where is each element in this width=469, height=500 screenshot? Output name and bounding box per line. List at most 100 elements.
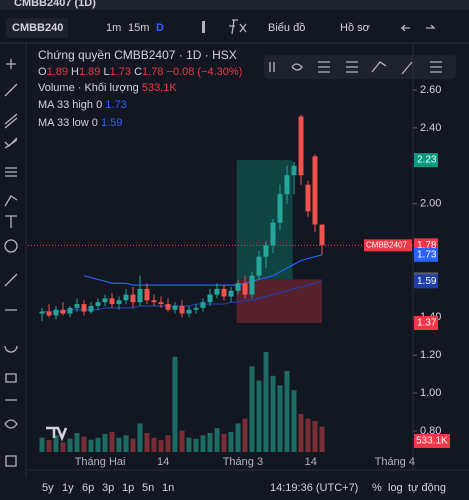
candle-body: [172, 305, 178, 310]
candle-body: [130, 294, 136, 303]
logo: [46, 426, 68, 442]
range-button[interactable]: 3p: [102, 482, 114, 494]
candle-body: [74, 304, 80, 308]
volume-bar: [312, 421, 318, 452]
legend-value: 533.1K: [142, 82, 178, 94]
candle-body: [235, 283, 241, 291]
x-tick-label: Tháng 3: [223, 456, 263, 468]
volume-bar: [144, 432, 150, 452]
volume-bar: [221, 433, 227, 452]
volume-bar: [235, 423, 241, 452]
fx-icon[interactable]: [229, 19, 247, 35]
legend-key: H: [71, 66, 79, 78]
candle-icon[interactable]: [202, 21, 205, 33]
candle-body: [242, 283, 248, 295]
legend-key: MA 33 low 0: [38, 117, 98, 129]
interval-active[interactable]: D: [156, 22, 164, 34]
volume-bar: [172, 356, 178, 452]
y-tick-label: 1.00: [420, 387, 441, 399]
price-badge: [414, 247, 438, 262]
volume-bar: [95, 437, 101, 452]
volume-bar: [207, 432, 213, 452]
legend-ohlc: O1.89 H1.89 L1.73 C1.78 −0.08 (−4.30%): [38, 66, 242, 78]
candle-body: [67, 307, 73, 314]
tool-icon[interactable]: [4, 83, 18, 467]
range-button[interactable]: 1p: [122, 482, 134, 494]
volume-bar: [102, 433, 108, 452]
cross-icon[interactable]: [6, 59, 16, 69]
volume-bar: [165, 435, 171, 452]
volume-bar: [284, 371, 290, 452]
log-toggle[interactable]: log: [388, 482, 403, 494]
price-badge-label: 2.23: [417, 155, 437, 166]
candle-body: [88, 305, 94, 312]
candle-body: [256, 256, 262, 276]
volume-bar: [298, 413, 304, 452]
legend-value: 1.59: [101, 117, 122, 129]
volume-bar: [109, 432, 115, 452]
chart-menu[interactable]: Biểu đồ: [268, 22, 305, 34]
candle-body: [319, 224, 325, 246]
percent-toggle[interactable]: %: [372, 482, 382, 494]
volume-bar: [270, 375, 276, 452]
legend-ma-low: MA 33 low 0 1.59: [38, 117, 122, 129]
candle-body: [284, 175, 290, 195]
symbol-box[interactable]: [6, 18, 68, 38]
legend-volume: Volume · Khối lượng 533.1K: [38, 82, 177, 94]
legend-key: L: [103, 66, 109, 78]
candle-body: [144, 288, 150, 301]
range-button[interactable]: 5y: [42, 482, 54, 494]
y-tick-label: 0.80: [420, 425, 441, 437]
candle-body: [123, 294, 129, 301]
drawing-tools[interactable]: [269, 61, 442, 75]
legend-key: C: [134, 66, 142, 78]
auto-toggle[interactable]: tự động: [408, 482, 446, 494]
range-button[interactable]: 1n: [162, 482, 174, 494]
legend-ma-high: MA 33 high 0 1.73: [38, 99, 127, 111]
interval[interactable]: 1m: [106, 22, 121, 34]
legend-key: Volume · Khối lượng: [38, 82, 139, 94]
candle-body: [249, 275, 255, 295]
target-zone: [236, 160, 293, 280]
candle-body: [179, 305, 185, 314]
volume-bar: [53, 435, 59, 452]
legend-value: 1.89: [79, 66, 100, 78]
floating-toolbar: [264, 55, 456, 79]
candle-body: [53, 309, 59, 316]
symbol[interactable]: CMBB240: [12, 22, 63, 34]
volume-bar: [81, 436, 87, 452]
candle-body: [46, 311, 52, 316]
volume-bar: [277, 385, 283, 452]
undo-redo[interactable]: [400, 24, 436, 32]
legend-value: 1.73: [110, 66, 131, 78]
volume-bar: [200, 435, 206, 452]
volume-bar: [151, 437, 157, 452]
volume-bar: [46, 440, 52, 452]
candle-body: [298, 116, 304, 176]
volume-bar: [263, 352, 269, 452]
candle-body: [200, 302, 206, 308]
candle-body: [291, 165, 297, 176]
interval[interactable]: 15m: [128, 22, 149, 34]
candle-body: [312, 156, 318, 225]
profile-menu[interactable]: Hồ sơ: [340, 22, 370, 34]
range-button[interactable]: 6p: [82, 482, 94, 494]
volume-bar: [137, 423, 143, 452]
tag-bg: [364, 239, 412, 252]
legend-value: 1.78: [142, 66, 163, 78]
volume-bar: [228, 432, 234, 452]
candle-body: [158, 302, 164, 305]
clock: 14:19:36 (UTC+7): [270, 482, 358, 494]
range-button[interactable]: 1y: [62, 482, 74, 494]
sidebar-icons[interactable]: [4, 59, 18, 467]
range-button[interactable]: 5n: [142, 482, 154, 494]
candle-body: [165, 304, 171, 310]
volume-bar: [67, 438, 73, 452]
candle-body: [207, 294, 213, 303]
candle-body: [193, 307, 199, 310]
candle-body: [109, 298, 115, 305]
volume-badge-label: 533.1K: [416, 436, 448, 447]
candle-body: [214, 288, 220, 295]
